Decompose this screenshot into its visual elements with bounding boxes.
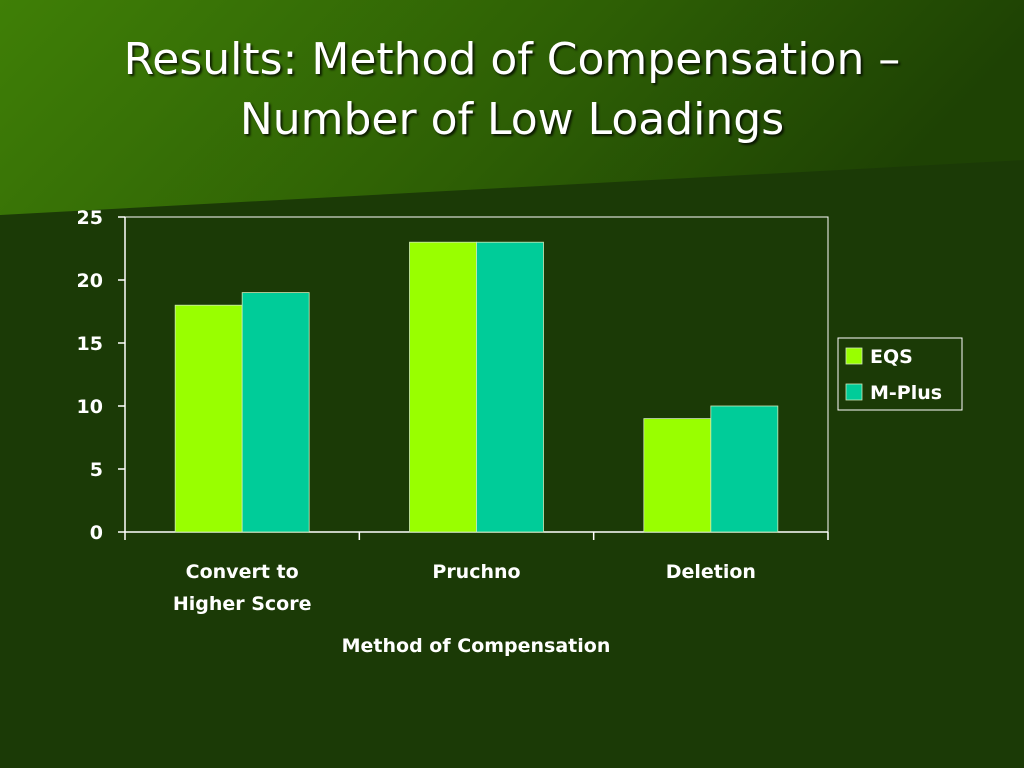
- x-category-label-0-line-1: Higher Score: [173, 593, 312, 615]
- bar-m-plus-0: [241, 292, 310, 533]
- bar-m-plus-2: [710, 405, 779, 533]
- x-category-label-0-line-0: Convert to: [186, 561, 299, 583]
- bar-eqs-1: [409, 241, 477, 533]
- header-band: [0, 0, 1024, 215]
- bar-m-plus-1: [476, 241, 544, 533]
- legend-box: [837, 337, 963, 411]
- bar-eqs-0: [174, 304, 243, 533]
- slide-title: Results: Method of Compensation – Number…: [0, 30, 1024, 150]
- y-tick-label-20: 20: [77, 270, 103, 292]
- slide-title-line-1: Results: Method of Compensation –: [123, 34, 901, 85]
- legend-swatch-m-plus: [845, 383, 863, 401]
- y-tick-label-15: 15: [77, 333, 103, 355]
- x-axis-title: Method of Compensation: [342, 635, 611, 657]
- y-tick-label-5: 5: [90, 459, 103, 481]
- y-tick-label-0: 0: [90, 522, 103, 544]
- x-category-label-2-line-0: Deletion: [666, 561, 756, 583]
- slide-title-line-2: Number of Low Loadings: [239, 94, 785, 145]
- bar-eqs-2: [643, 418, 712, 533]
- x-category-label-1-line-0: Pruchno: [432, 561, 520, 583]
- y-tick-label-10: 10: [77, 396, 103, 418]
- legend-label-m-plus: M-Plus: [870, 382, 942, 404]
- legend-swatch-eqs: [845, 347, 863, 365]
- legend-label-eqs: EQS: [870, 346, 913, 368]
- y-tick-label-25: 25: [77, 207, 103, 229]
